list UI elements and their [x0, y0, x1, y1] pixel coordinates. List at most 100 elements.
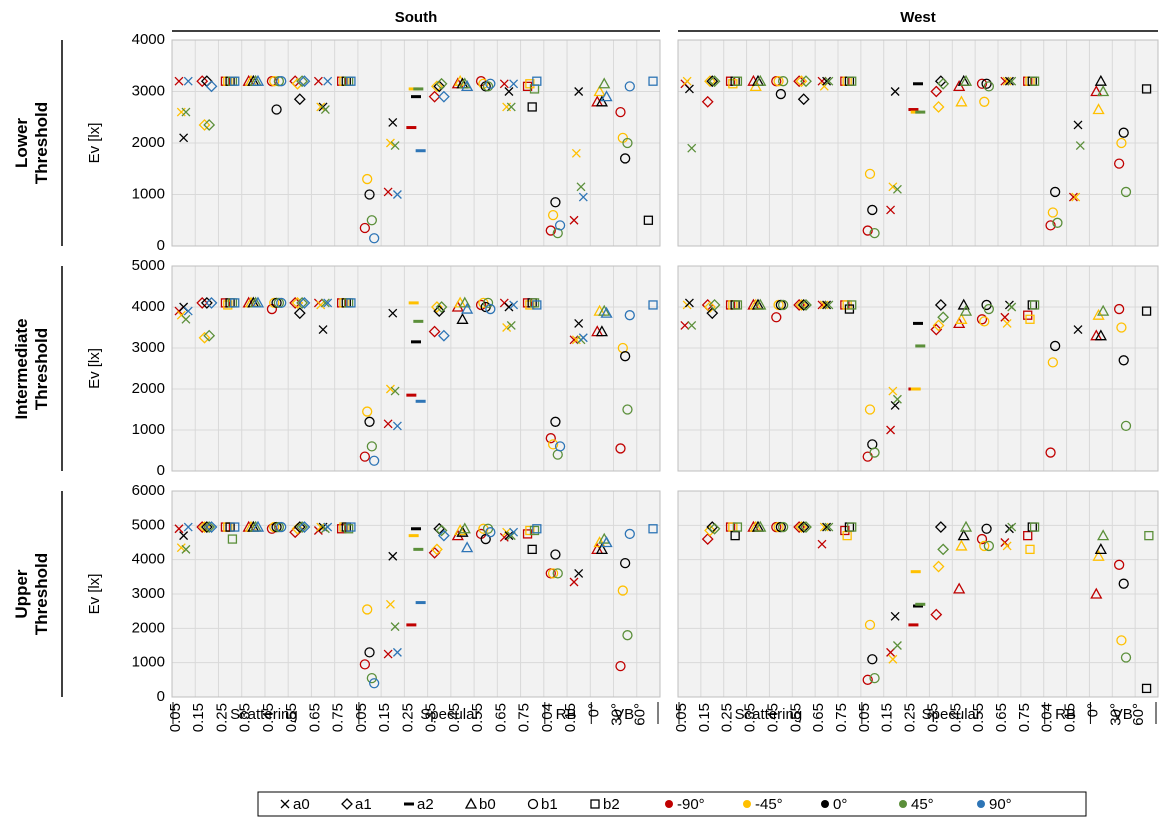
marker	[622, 137, 633, 149]
marker	[615, 443, 626, 454]
marker	[930, 323, 943, 336]
marker	[392, 421, 402, 431]
marker	[615, 660, 626, 672]
marker	[777, 299, 789, 311]
y-tick-label: 0	[157, 688, 165, 705]
x-tick-label: 0.75	[330, 703, 347, 732]
marker	[976, 314, 988, 325]
marker	[435, 77, 448, 90]
y-tick-label: 1000	[132, 185, 165, 202]
y-tick-label: 0	[157, 462, 165, 479]
marker	[1097, 85, 1110, 97]
marker	[179, 133, 189, 143]
marker	[1113, 559, 1125, 570]
y-tick-label: 5000	[132, 257, 165, 274]
group-label: VB	[1113, 706, 1133, 723]
marker	[708, 299, 721, 311]
marker	[506, 102, 516, 112]
marker	[296, 521, 309, 533]
marker	[1097, 529, 1110, 541]
marker	[890, 400, 900, 410]
y-tick-label: 4000	[132, 298, 165, 315]
x-tick-label: 0.75	[833, 703, 850, 732]
marker	[366, 215, 377, 226]
marker	[341, 798, 353, 810]
x-tick-label: 0.75	[516, 703, 533, 732]
y-tick-label: 4000	[132, 551, 165, 568]
x-tick-label: 0.04	[1039, 703, 1056, 732]
marker	[590, 799, 600, 809]
marker	[346, 76, 356, 86]
marker	[181, 544, 191, 554]
group-label: Specular	[420, 706, 479, 723]
marker	[362, 173, 373, 185]
marker	[364, 647, 375, 658]
x-tick-label: 0.15	[376, 703, 393, 732]
marker	[369, 678, 380, 689]
marker	[198, 331, 211, 344]
x-tick-label: 0.65	[810, 703, 827, 732]
marker	[323, 76, 333, 86]
marker	[822, 522, 832, 532]
plot-border	[677, 39, 1159, 247]
marker	[293, 93, 306, 106]
plot-area	[678, 266, 1158, 471]
marker	[955, 539, 968, 551]
marker	[485, 78, 496, 89]
marker	[1144, 530, 1154, 541]
marker	[1047, 207, 1059, 218]
marker	[886, 205, 896, 215]
marker	[499, 532, 509, 542]
row-label: Lower Threshold	[12, 101, 51, 185]
marker	[430, 80, 443, 93]
x-tick-label: 0.05	[353, 703, 370, 732]
plot-border	[171, 490, 661, 698]
marker	[296, 296, 309, 309]
marker	[369, 233, 380, 244]
marker	[529, 298, 540, 308]
marker	[383, 419, 393, 429]
marker	[547, 439, 559, 450]
marker	[680, 320, 690, 330]
marker	[955, 312, 968, 324]
marker	[1029, 522, 1040, 532]
marker	[499, 79, 509, 89]
marker	[388, 308, 398, 318]
marker	[595, 543, 609, 555]
marker	[174, 76, 184, 86]
marker	[1120, 420, 1132, 432]
legend-dot	[821, 800, 829, 808]
marker	[298, 296, 311, 309]
group-label: Scattering	[735, 706, 803, 723]
marker	[578, 333, 588, 343]
marker	[624, 81, 635, 92]
marker	[934, 521, 947, 533]
marker	[892, 641, 902, 650]
marker	[251, 296, 265, 308]
marker	[1071, 192, 1081, 202]
marker	[1118, 578, 1129, 589]
marker	[323, 522, 333, 532]
legend-dot	[665, 800, 673, 808]
marker	[482, 297, 494, 309]
marker	[362, 406, 373, 417]
legend-dot	[743, 800, 751, 808]
marker	[383, 649, 393, 659]
x-tick-label: 0.04	[539, 703, 556, 732]
x-tick-label: 0.05	[167, 703, 184, 732]
marker	[550, 197, 561, 208]
marker	[1094, 329, 1107, 341]
marker	[648, 76, 658, 86]
marker	[643, 215, 654, 225]
marker	[1049, 186, 1061, 198]
marker	[795, 299, 808, 311]
marker	[817, 539, 827, 549]
legend-label: 45°	[911, 796, 934, 813]
marker	[847, 76, 857, 86]
marker	[957, 529, 970, 541]
marker	[230, 298, 240, 308]
group-label: VB	[614, 706, 634, 723]
marker	[867, 204, 878, 216]
x-tick-label: 0.35	[742, 703, 759, 732]
marker	[293, 307, 306, 320]
